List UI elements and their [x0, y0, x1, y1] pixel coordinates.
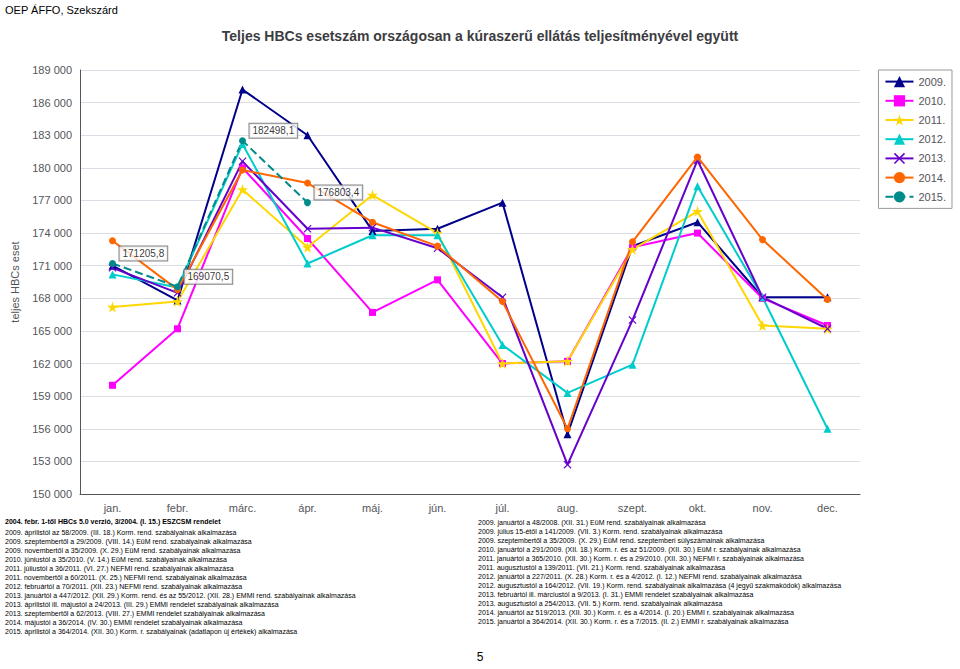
- svg-text:2013. februártól ill. márciust: 2013. februártól ill. márciustól a 9/201…: [478, 591, 754, 599]
- svg-text:168 000: 168 000: [32, 292, 72, 304]
- svg-text:2010. januártól a 291/2009. (X: 2010. januártól a 291/2009. (XII. 18.) K…: [478, 546, 801, 554]
- svg-text:febr.: febr.: [167, 502, 188, 514]
- svg-text:2013.: 2013.: [918, 152, 946, 164]
- svg-text:Teljes HBCs esetszám országosa: Teljes HBCs esetszám országosan a kúrasz…: [222, 28, 739, 44]
- svg-text:márc.: márc.: [229, 502, 257, 514]
- svg-text:169070,5: 169070,5: [188, 271, 230, 282]
- svg-text:171 000: 171 000: [32, 260, 72, 272]
- svg-text:aug.: aug.: [557, 502, 578, 514]
- svg-text:2012.: 2012.: [918, 133, 946, 145]
- svg-text:jan.: jan.: [103, 502, 122, 514]
- svg-text:2013. augusztustól a 254/2013.: 2013. augusztustól a 254/2013. (VII. 5.)…: [478, 600, 722, 608]
- svg-text:2012. januártól a 227/2011. (X: 2012. januártól a 227/2011. (X. 28.) Kor…: [478, 573, 802, 581]
- svg-text:162 000: 162 000: [32, 358, 72, 370]
- svg-text:2015. januártól a 364/2014. (X: 2015. januártól a 364/2014. (XII. 30.) K…: [478, 618, 789, 626]
- svg-text:2009. novembertől a 35/2009. (: 2009. novembertől a 35/2009. (X. 29.) Eü…: [5, 547, 241, 555]
- svg-text:szept.: szept.: [618, 502, 647, 514]
- svg-text:jún.: jún.: [428, 502, 447, 514]
- svg-text:2012. februártól a 70/2011. (X: 2012. februártól a 70/2011. (XII. 23.) N…: [5, 583, 242, 591]
- svg-text:2009. szeptembertől a 35/2009.: 2009. szeptembertől a 35/2009. (X. 29.) …: [478, 537, 764, 545]
- svg-text:2009.: 2009.: [918, 76, 946, 88]
- svg-text:2015.: 2015.: [918, 191, 946, 203]
- svg-text:ápr.: ápr.: [298, 502, 316, 514]
- svg-text:2012. augusztustól a 164/2012.: 2012. augusztustól a 164/2012. (VII. 19.…: [478, 582, 841, 590]
- svg-text:2013. szeptembertől a 62/2013.: 2013. szeptembertől a 62/2013. (VIII. 27…: [5, 610, 265, 618]
- svg-text:171205,8: 171205,8: [123, 248, 165, 259]
- svg-text:teljes HBCs eset: teljes HBCs eset: [9, 241, 21, 322]
- svg-text:2010.: 2010.: [918, 95, 946, 107]
- svg-text:189 000: 189 000: [32, 64, 72, 76]
- svg-text:dec.: dec.: [817, 502, 838, 514]
- svg-text:183 000: 183 000: [32, 129, 72, 141]
- svg-text:okt.: okt.: [689, 502, 707, 514]
- svg-text:2015. áprilistól a 364/2014. (: 2015. áprilistól a 364/2014. (XII. 30.) …: [5, 628, 297, 636]
- svg-text:2014. januártól az 519/2013. (: 2014. januártól az 519/2013. (XII. 30.) …: [478, 609, 794, 617]
- svg-text:2013. januártól a 447/2012. (X: 2013. januártól a 447/2012. (XII. 29.) K…: [5, 592, 356, 600]
- svg-text:165 000: 165 000: [32, 325, 72, 337]
- svg-text:2014. májustól a 36/2014. (IV.: 2014. májustól a 36/2014. (IV. 30.) EMMI…: [5, 619, 243, 627]
- svg-text:180 000: 180 000: [32, 162, 72, 174]
- svg-text:176803,4: 176803,4: [318, 187, 360, 198]
- svg-text:2010. júniustól a 35/2010. (V.: 2010. júniustól a 35/2010. (V. 14.) EüM …: [5, 556, 227, 564]
- svg-text:OEP ÁFFO, Szekszárd: OEP ÁFFO, Szekszárd: [5, 4, 118, 16]
- svg-text:2004. febr. 1-től HBCs 5.0 ver: 2004. febr. 1-től HBCs 5.0 verzió, 3/200…: [5, 518, 221, 526]
- svg-text:177 000: 177 000: [32, 194, 72, 206]
- svg-text:153 000: 153 000: [32, 455, 72, 467]
- svg-text:156 000: 156 000: [32, 423, 72, 435]
- svg-text:174 000: 174 000: [32, 227, 72, 239]
- svg-text:2011. januártól a 365/2010. (X: 2011. januártól a 365/2010. (XII. 30.) K…: [478, 555, 804, 563]
- svg-text:186 000: 186 000: [32, 97, 72, 109]
- svg-text:nov.: nov.: [753, 502, 773, 514]
- svg-text:2011. novembertől a 60/2011. (: 2011. novembertől a 60/2011. (X. 25.) NE…: [5, 574, 247, 582]
- svg-text:2011. augusztustól a 139/2011.: 2011. augusztustól a 139/2011. (VII. 21.…: [478, 564, 725, 572]
- svg-text:2009. szeptembertől a 29/2009.: 2009. szeptembertől a 29/2009. (VIII. 14…: [5, 538, 252, 546]
- svg-text:182498,1: 182498,1: [253, 125, 295, 136]
- svg-text:2013. áprilistól ill. májustól: 2013. áprilistól ill. májustól a 24/2013…: [5, 601, 279, 609]
- svg-text:2014.: 2014.: [918, 172, 946, 184]
- svg-text:2009. július 15-étől a 141/200: 2009. július 15-étől a 141/2009. (VII. 3…: [478, 528, 722, 536]
- svg-text:159 000: 159 000: [32, 390, 72, 402]
- svg-text:5: 5: [477, 650, 484, 664]
- svg-text:máj.: máj.: [362, 502, 383, 514]
- svg-text:2011. júliustól a 36/2011. (VI: 2011. júliustól a 36/2011. (VI. 27.) NEF…: [5, 565, 234, 573]
- svg-text:2009. januártól a 48/2008. (XI: 2009. januártól a 48/2008. (XII. 31.) Eü…: [478, 519, 706, 527]
- svg-text:2009. áprilistól az 58/2009. (: 2009. áprilistól az 58/2009. (III. 18.) …: [5, 529, 237, 537]
- svg-text:2011.: 2011.: [918, 114, 945, 126]
- svg-text:júl.: júl.: [494, 502, 509, 514]
- svg-text:150 000: 150 000: [32, 488, 72, 500]
